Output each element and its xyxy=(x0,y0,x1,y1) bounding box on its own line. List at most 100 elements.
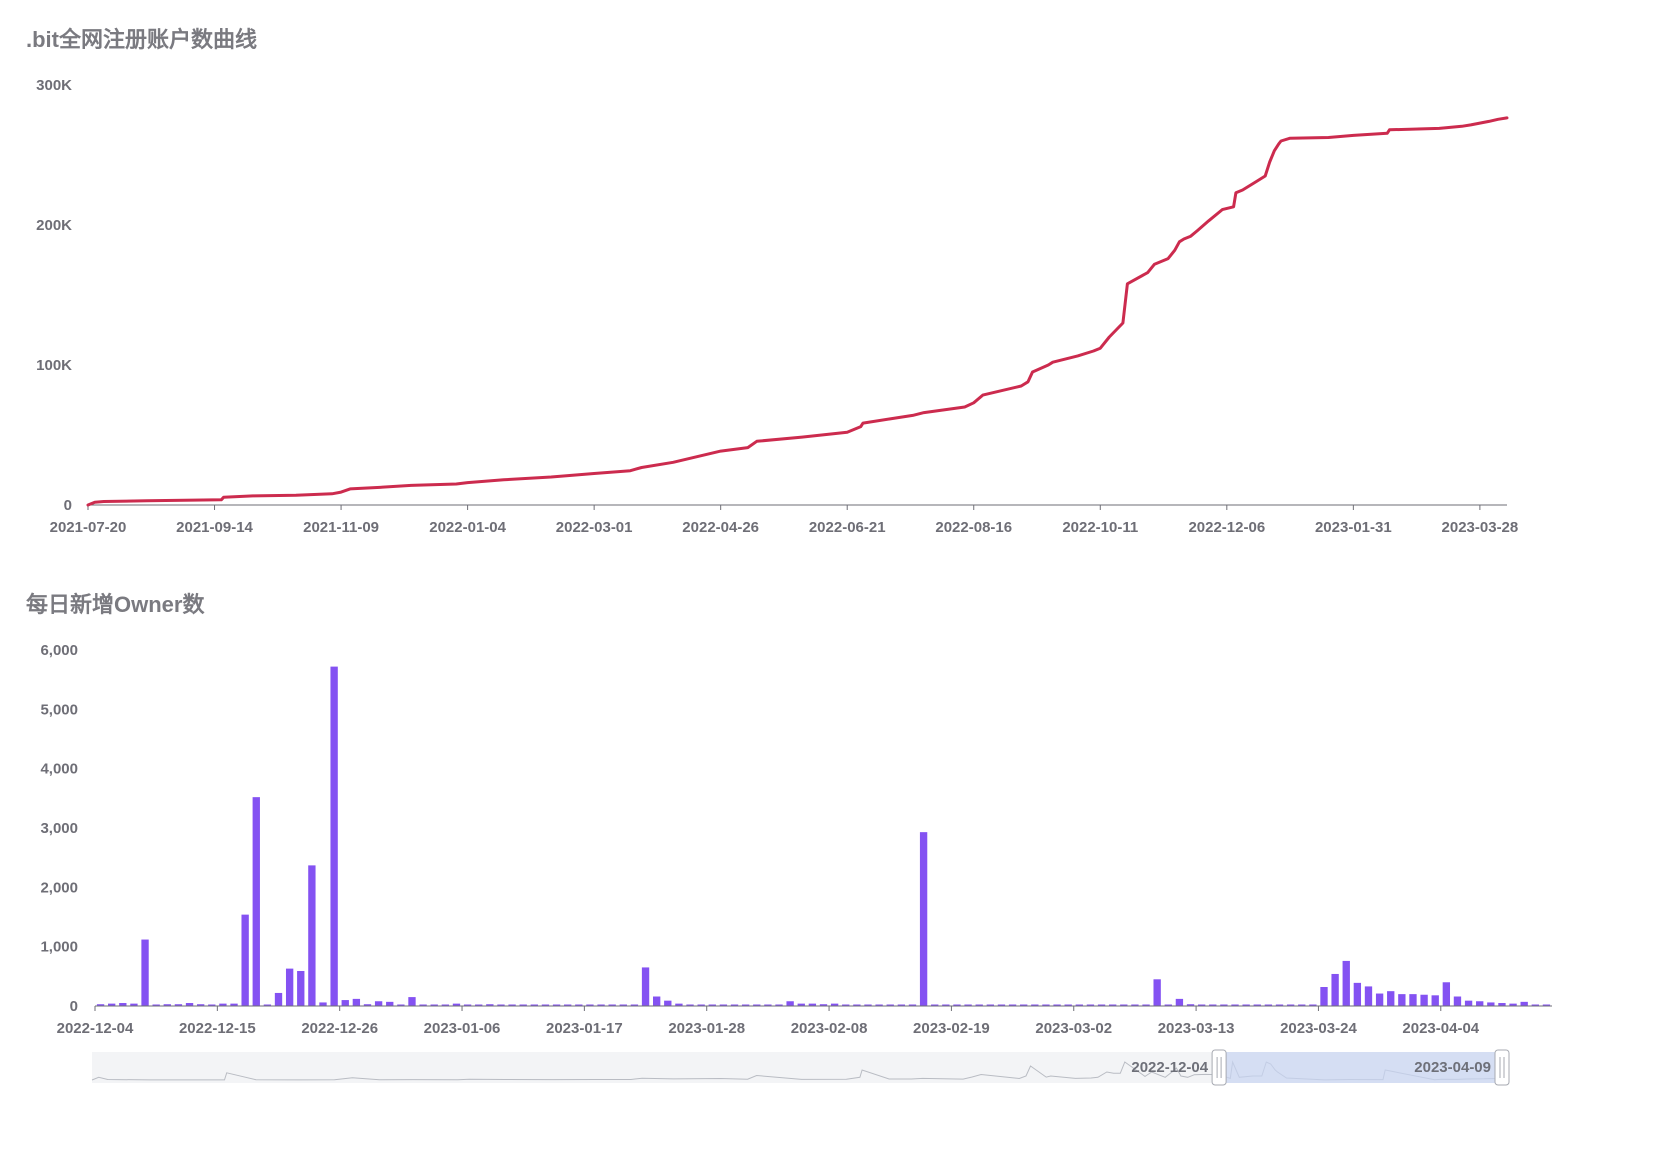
bar xyxy=(853,1004,861,1006)
bar xyxy=(319,1002,327,1006)
bar xyxy=(797,1003,805,1006)
bar xyxy=(1275,1004,1284,1006)
bar xyxy=(208,1004,216,1006)
bar xyxy=(130,1003,138,1006)
y-tick-label: 0 xyxy=(64,497,72,514)
bar xyxy=(530,1004,538,1006)
bar xyxy=(1398,994,1406,1006)
bar xyxy=(1109,1004,1117,1006)
line-chart: 0 100K 200K 300K 2021-07-20 2021-09-14 2021-11… xyxy=(36,77,1518,536)
bar xyxy=(1442,982,1451,1006)
bar xyxy=(1298,1004,1306,1006)
datazoom-start-label: 2022-12-04 xyxy=(1131,1059,1208,1076)
bar xyxy=(942,1004,950,1006)
bar xyxy=(875,1004,883,1006)
bar xyxy=(986,1004,994,1006)
bar xyxy=(675,1003,683,1006)
bar xyxy=(1464,1000,1473,1006)
x-tick-label: 2021-11-09 xyxy=(303,519,379,536)
bar xyxy=(686,1004,694,1006)
bar xyxy=(1431,995,1439,1006)
chart-title-accounts: .bit全网注册账户数曲线 xyxy=(26,27,257,52)
chart-title-owners: 每日新增Owner数 xyxy=(26,592,205,617)
x-tick-label: 2022-10-11 xyxy=(1062,519,1138,536)
bar xyxy=(653,996,661,1006)
bar xyxy=(152,1004,160,1006)
bar xyxy=(808,1003,817,1006)
bar xyxy=(1331,973,1339,1006)
x-tick-label: 2022-12-26 xyxy=(301,1020,378,1037)
bar xyxy=(263,1004,272,1006)
bar xyxy=(441,1004,450,1006)
datazoom-handle-start[interactable] xyxy=(1211,1049,1227,1086)
bar xyxy=(352,998,361,1006)
bar xyxy=(241,914,249,1006)
bar xyxy=(1342,960,1350,1006)
x-tick-label: 2023-02-08 xyxy=(791,1020,868,1037)
bar xyxy=(586,1004,594,1006)
bar xyxy=(452,1003,461,1006)
bar xyxy=(786,1001,794,1006)
datazoom-selection[interactable] xyxy=(1219,1052,1502,1083)
bar xyxy=(508,1004,516,1006)
datazoom-slider[interactable]: 2022-12-04 2023-04-09 xyxy=(91,1049,1510,1086)
datazoom-end-label: 2023-04-09 xyxy=(1414,1059,1491,1076)
bar xyxy=(964,1004,972,1006)
bar xyxy=(1164,1004,1172,1006)
bar xyxy=(1264,1004,1273,1006)
bar xyxy=(641,967,650,1006)
bar xyxy=(608,1004,616,1006)
x-tick-label: 2023-01-28 xyxy=(668,1020,745,1037)
bar xyxy=(1420,994,1428,1006)
bar xyxy=(886,1004,894,1006)
bar xyxy=(1531,1004,1539,1006)
bar xyxy=(953,1004,961,1006)
bar xyxy=(1031,1004,1039,1006)
bar xyxy=(575,1004,583,1006)
x-tick-label: 2023-01-06 xyxy=(424,1020,501,1037)
y-tick-label: 300K xyxy=(36,77,72,94)
bar xyxy=(864,1004,872,1006)
bar xyxy=(931,1004,939,1006)
bar xyxy=(308,865,316,1006)
bar xyxy=(775,1004,783,1006)
bar xyxy=(196,1004,205,1006)
bar xyxy=(475,1004,483,1006)
bar xyxy=(664,1000,672,1006)
bar xyxy=(219,1003,227,1006)
x-tick-label: 2022-12-06 xyxy=(1188,519,1265,536)
bar xyxy=(597,1004,605,1006)
bar xyxy=(230,1003,238,1006)
datazoom-handle-end[interactable] xyxy=(1494,1049,1510,1086)
bar xyxy=(764,1004,772,1006)
bar xyxy=(619,1004,627,1006)
bar xyxy=(564,1004,572,1006)
x-tick-label: 2022-12-15 xyxy=(179,1020,256,1037)
bar xyxy=(819,1004,828,1006)
bar xyxy=(753,1004,761,1006)
bar xyxy=(297,970,305,1006)
bar xyxy=(1353,982,1362,1006)
series-line-accounts xyxy=(86,116,1509,507)
y-tick-label: 4,000 xyxy=(40,761,78,778)
bar xyxy=(185,1003,194,1006)
bar xyxy=(408,997,416,1006)
x-tick-label: 2023-03-13 xyxy=(1158,1020,1235,1037)
x-tick-label: 2022-04-26 xyxy=(682,519,759,536)
bar xyxy=(741,1004,750,1006)
bar xyxy=(1008,1004,1017,1006)
y-tick-label: 6,000 xyxy=(40,642,78,659)
bar xyxy=(708,1004,716,1006)
bar xyxy=(1042,1004,1050,1006)
bar xyxy=(908,1004,917,1006)
x-tick-label: 2022-03-01 xyxy=(556,519,633,536)
bar xyxy=(975,1004,983,1006)
y-tick-label: 5,000 xyxy=(40,701,78,718)
bar xyxy=(1509,1003,1517,1006)
bar xyxy=(285,968,294,1006)
bar xyxy=(341,1000,349,1006)
bar xyxy=(274,992,283,1006)
bar xyxy=(374,1001,383,1006)
bar xyxy=(1498,1003,1506,1006)
